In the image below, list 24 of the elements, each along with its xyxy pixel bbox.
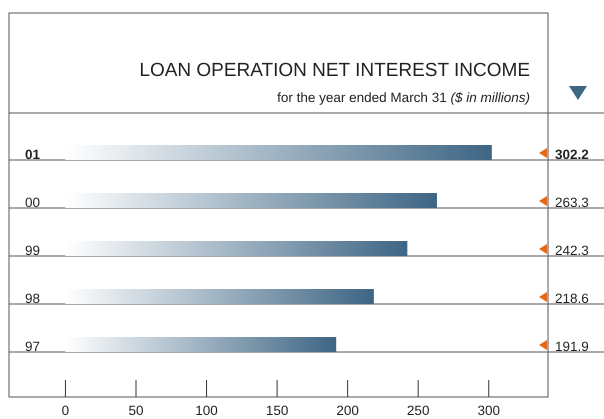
bar: [65, 145, 492, 160]
x-tick-label: 150: [266, 403, 288, 418]
x-tick-label: 100: [195, 403, 218, 418]
data-label: 302.2: [555, 147, 589, 162]
chart-subtitle: for the year ended March 31 ($ in millions): [277, 90, 530, 105]
data-label: 263.3: [555, 195, 589, 210]
x-tick-label: 50: [128, 403, 144, 418]
y-tick-label: 99: [25, 243, 40, 258]
y-tick-label: 97: [25, 339, 40, 354]
bar: [65, 337, 336, 352]
bar: [65, 193, 437, 208]
bar: [65, 241, 408, 256]
y-tick-label: 98: [25, 291, 40, 306]
data-label: 218.6: [555, 291, 589, 306]
data-label: 242.3: [555, 243, 589, 258]
x-tick-label: 300: [477, 403, 500, 418]
y-tick-label: 00: [25, 195, 40, 210]
chart-title: LOAN OPERATION NET INTEREST INCOME: [139, 60, 530, 81]
data-label: 191.9: [555, 339, 589, 354]
y-tick-label: 01: [25, 147, 41, 162]
x-tick-label: 0: [62, 403, 70, 418]
x-tick-label: 200: [336, 403, 359, 418]
bar: [65, 289, 374, 304]
x-tick-label: 250: [406, 403, 430, 418]
